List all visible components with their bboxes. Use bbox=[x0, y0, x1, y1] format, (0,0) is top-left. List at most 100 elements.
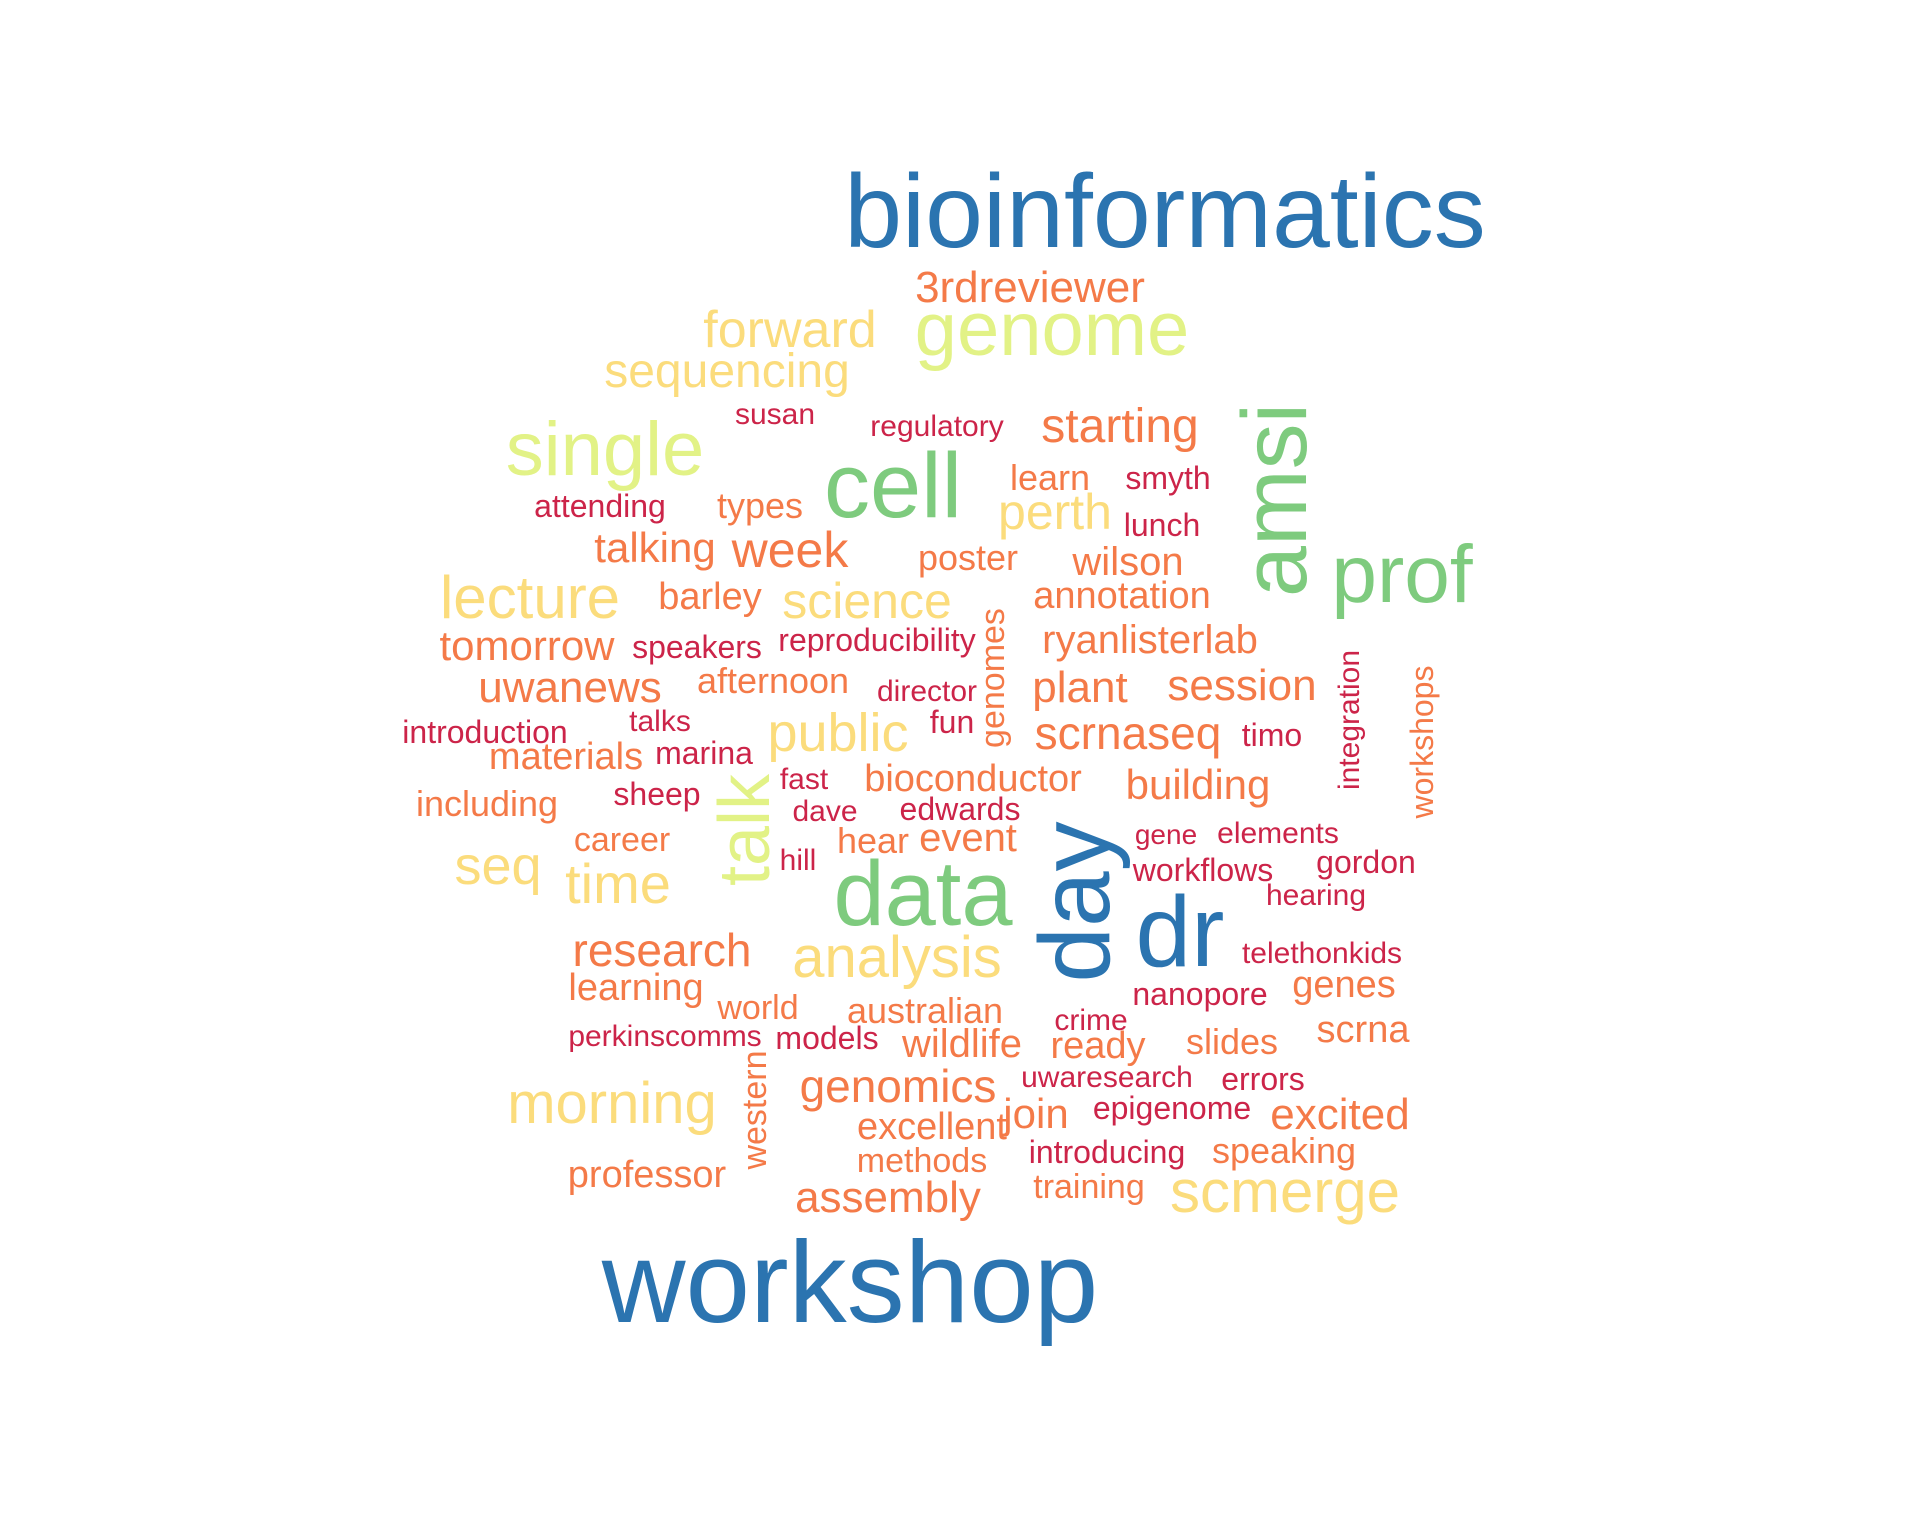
word-prof: prof bbox=[1331, 529, 1473, 620]
word-science: science bbox=[782, 573, 952, 629]
word-sequencing: sequencing bbox=[604, 345, 850, 398]
word-join: join bbox=[1003, 1090, 1069, 1137]
word-analysis: analysis bbox=[792, 925, 1002, 990]
word-seq: seq bbox=[454, 836, 542, 896]
word-speakers: speakers bbox=[632, 629, 762, 665]
word-types: types bbox=[716, 485, 804, 526]
word-materials: materials bbox=[488, 736, 644, 778]
word-introduction: introduction bbox=[402, 714, 568, 750]
word-event: event bbox=[919, 816, 1017, 860]
word-marina: marina bbox=[655, 735, 753, 771]
word-plant: plant bbox=[1032, 663, 1128, 712]
word-building: building bbox=[1125, 761, 1271, 808]
word-edwards: edwards bbox=[899, 791, 1021, 827]
word-western: western bbox=[736, 1050, 774, 1170]
word-tomorrow: tomorrow bbox=[439, 622, 615, 669]
word-introducing: introducing bbox=[1028, 1134, 1186, 1170]
word-slides: slides bbox=[1185, 1021, 1279, 1062]
word-smyth: smyth bbox=[1125, 460, 1211, 496]
word-forward: forward bbox=[703, 301, 877, 359]
word-genome: genome bbox=[914, 287, 1190, 372]
word-hear: hear bbox=[836, 820, 910, 861]
word-session: session bbox=[1167, 661, 1317, 710]
word-day: day bbox=[1019, 821, 1131, 983]
word-wilson: wilson bbox=[1072, 540, 1184, 584]
word-hearing: hearing bbox=[1265, 879, 1367, 912]
word-professor: professor bbox=[567, 1154, 727, 1196]
word-gordon: gordon bbox=[1316, 844, 1416, 880]
word-nanopore: nanopore bbox=[1132, 976, 1268, 1012]
word-world: world bbox=[717, 989, 799, 1027]
word-data: data bbox=[833, 843, 1013, 945]
word-wildlife: wildlife bbox=[901, 1022, 1023, 1066]
word-3rdreviewer: 3rdreviewer bbox=[915, 263, 1145, 312]
word-uwaresearch: uwaresearch bbox=[1021, 1061, 1193, 1094]
word-genomes: genomes bbox=[974, 608, 1012, 748]
word-perth: perth bbox=[998, 484, 1112, 540]
word-scrnaseq: scrnaseq bbox=[1034, 707, 1222, 759]
word-timo: timo bbox=[1241, 717, 1303, 753]
word-sheep: sheep bbox=[613, 776, 701, 812]
word-amsi: amsi bbox=[1224, 402, 1326, 598]
word-afternoon: afternoon bbox=[696, 660, 850, 701]
word-uwanews: uwanews bbox=[478, 663, 662, 712]
word-barley: barley bbox=[658, 576, 762, 618]
word-lunch: lunch bbox=[1123, 507, 1201, 543]
word-ready: ready bbox=[1050, 1025, 1146, 1067]
word-integration: integration bbox=[1333, 649, 1366, 791]
word-reproducibility: reproducibility bbox=[778, 622, 976, 658]
word-workshops: workshops bbox=[1404, 665, 1440, 819]
word-methods: methods bbox=[856, 1142, 988, 1180]
word-talking: talking bbox=[594, 524, 716, 571]
word-poster: poster bbox=[917, 537, 1019, 578]
word-errors: errors bbox=[1221, 1061, 1305, 1097]
word-bioinformatics: bioinformatics bbox=[844, 154, 1486, 270]
word-fast: fast bbox=[779, 763, 829, 796]
word-regulatory: regulatory bbox=[870, 410, 1004, 443]
word-attending: attending bbox=[534, 488, 666, 524]
word-fun: fun bbox=[929, 704, 975, 740]
word-learning: learning bbox=[568, 967, 704, 1009]
word-annotation: annotation bbox=[1033, 575, 1211, 617]
word-australian: australian bbox=[846, 990, 1004, 1031]
word-talk: talk bbox=[705, 773, 785, 887]
word-dave: dave bbox=[792, 795, 858, 828]
word-excellent: excellent bbox=[857, 1106, 1007, 1148]
word-lecture: lecture bbox=[439, 564, 621, 631]
word-research: research bbox=[572, 924, 752, 976]
word-career: career bbox=[573, 821, 671, 859]
word-perkinscomms: perkinscomms bbox=[568, 1020, 762, 1053]
word-ryanlisterlab: ryanlisterlab bbox=[1042, 618, 1258, 662]
word-workshop: workshop bbox=[601, 1217, 1099, 1347]
word-assembly: assembly bbox=[795, 1173, 981, 1222]
word-week: week bbox=[731, 522, 849, 578]
word-elements: elements bbox=[1217, 817, 1339, 850]
word-hill: hill bbox=[779, 844, 817, 877]
word-cell: cell bbox=[823, 435, 963, 537]
word-epigenome: epigenome bbox=[1092, 1090, 1252, 1126]
word-training: training bbox=[1033, 1168, 1145, 1206]
word-crime: crime bbox=[1054, 1004, 1128, 1037]
word-models: models bbox=[775, 1020, 879, 1056]
word-gene: gene bbox=[1134, 819, 1198, 850]
word-director: director bbox=[876, 675, 978, 708]
word-scrna: scrna bbox=[1316, 1009, 1410, 1051]
word-susan: susan bbox=[734, 398, 816, 431]
word-telethonkids: telethonkids bbox=[1241, 937, 1403, 970]
word-public: public bbox=[767, 703, 909, 763]
word-bioconductor: bioconductor bbox=[864, 758, 1082, 800]
word-workflows: workflows bbox=[1132, 852, 1274, 888]
word-including: including bbox=[415, 783, 559, 824]
word-starting: starting bbox=[1041, 400, 1199, 453]
word-morning: morning bbox=[507, 1071, 717, 1136]
word-learn: learn bbox=[1009, 457, 1091, 498]
word-excited: excited bbox=[1270, 1090, 1410, 1139]
word-genes: genes bbox=[1292, 964, 1396, 1006]
word-time: time bbox=[565, 852, 671, 915]
word-single: single bbox=[505, 407, 705, 492]
word-scmerge: scmerge bbox=[1169, 1158, 1401, 1225]
word-speaking: speaking bbox=[1211, 1130, 1357, 1171]
word-dr: dr bbox=[1135, 876, 1225, 988]
word-genomics: genomics bbox=[799, 1060, 997, 1112]
